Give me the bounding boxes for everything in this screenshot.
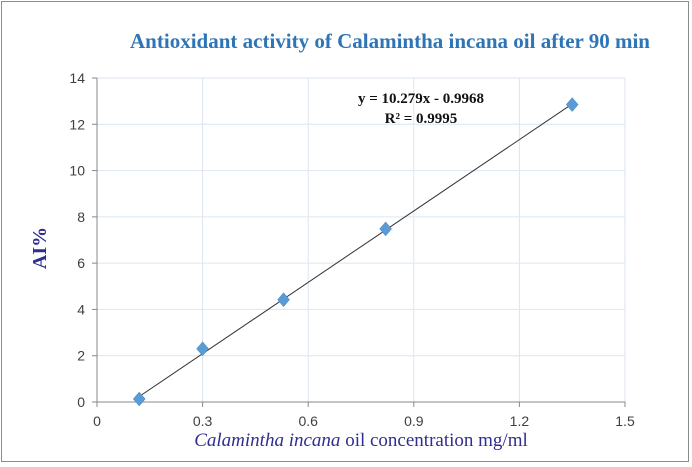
y-tick-label: 2 [77,348,85,364]
trendline-equation: y = 10.279x - 0.9968 [358,91,484,107]
trendline [138,103,573,397]
x-tick-label: 1.2 [510,413,530,429]
y-tick-label: 14 [69,70,85,86]
gridlines [97,77,626,402]
r-squared-label: R² = 0.9995 [385,111,458,127]
x-tick-label: 0.3 [193,413,213,429]
x-axis-label: Calamintha incana oil concentration mg/m… [194,430,528,451]
y-tick-label: 12 [69,116,85,132]
x-tick-label: 0.9 [404,413,424,429]
data-point [379,221,392,237]
x-tick-label: 0 [93,413,101,429]
y-tick-label: 10 [69,163,85,179]
y-tick-label: 8 [77,209,85,225]
y-tick-label: 4 [77,301,85,317]
x-tick-label: 0.6 [298,413,318,429]
data-point [196,341,209,357]
y-axis-label: AI% [29,227,51,269]
y-tick-label: 6 [77,255,85,271]
axes [92,77,626,407]
data-points [132,97,579,407]
x-axis-label-species: Calamintha incana [194,430,340,451]
x-axis-label-unit: oil concentration mg/ml [340,430,527,451]
chart-title: Antioxidant activity of Calamintha incan… [130,29,650,53]
x-tick-label: 1.5 [615,413,635,429]
data-point [132,391,146,407]
tick-labels: 0 0.3 0.6 0.9 1.2 1.5 0 2 4 6 8 10 12 14 [69,70,635,429]
y-tick-label: 0 [77,394,85,410]
data-point [277,292,290,308]
data-point [565,97,579,112]
